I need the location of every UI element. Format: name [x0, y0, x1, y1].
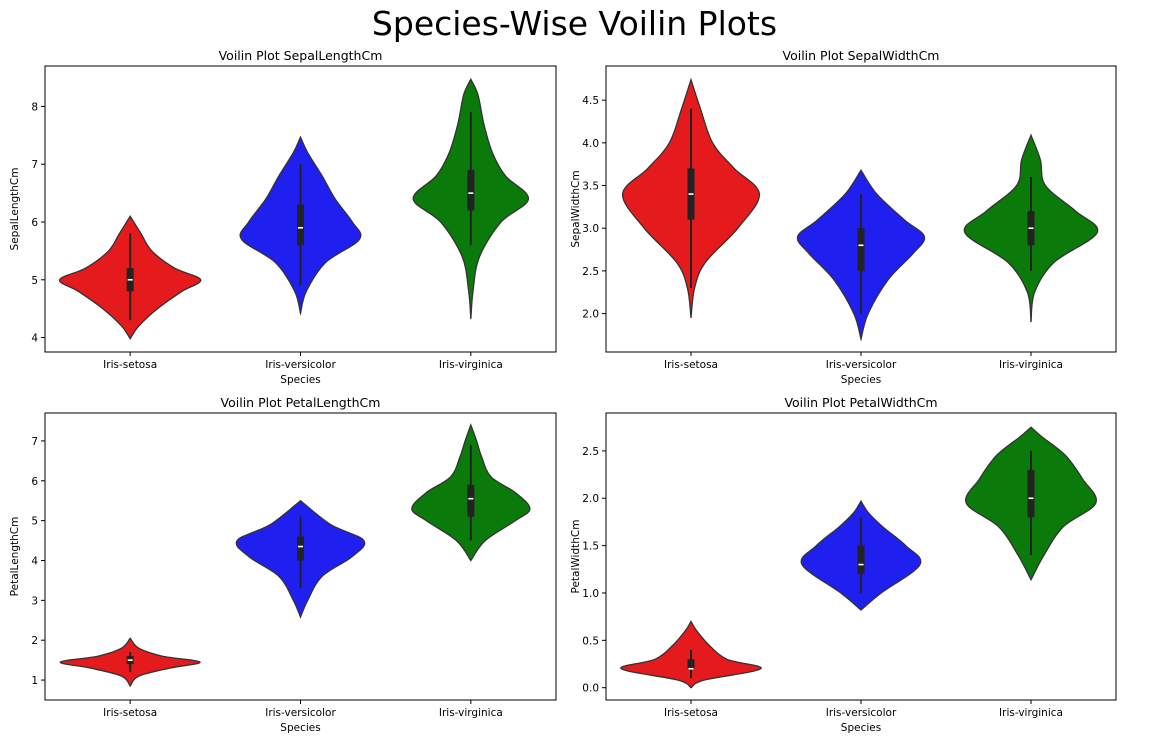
y-tick-label: 2 [31, 635, 38, 647]
y-tick-label: 0.0 [582, 683, 599, 695]
y-axis-label: PetalWidthCm [570, 520, 582, 594]
x-tick-label: Iris-versicolor [826, 707, 897, 719]
y-tick-label: 4 [31, 555, 38, 567]
x-axis-label: Species [280, 374, 320, 386]
x-tick-label: Iris-virginica [439, 359, 503, 371]
y-axis-label: SepalWidthCm [570, 170, 582, 247]
y-axis-label: PetalLengthCm [9, 517, 21, 597]
iqr-box-iris-versicolor [857, 228, 865, 271]
y-tick-label: 4.5 [582, 95, 599, 107]
y-tick-label: 3.5 [582, 181, 599, 193]
y-tick-label: 6 [31, 217, 38, 229]
y-axis-label: SepalLengthCm [9, 168, 21, 251]
x-axis-label: Species [841, 374, 881, 386]
iqr-box-iris-virginica [1027, 469, 1035, 518]
y-tick-label: 6 [31, 476, 38, 488]
x-axis-label: Species [280, 722, 320, 734]
x-tick-label: Iris-virginica [439, 707, 503, 719]
chart-title: Voilin Plot SepalLengthCm [219, 48, 383, 63]
iqr-box-iris-virginica [467, 484, 475, 517]
x-tick-label: Iris-virginica [999, 707, 1063, 719]
x-tick-label: Iris-setosa [664, 707, 718, 719]
y-tick-label: 1.0 [582, 588, 599, 600]
y-tick-label: 5 [31, 275, 38, 287]
y-tick-label: 3 [31, 595, 38, 607]
y-tick-label: 1.5 [582, 541, 599, 553]
iqr-box-iris-versicolor [857, 545, 865, 575]
y-tick-label: 2.0 [582, 309, 599, 321]
iqr-box-iris-versicolor [297, 536, 304, 561]
y-tick-label: 8 [31, 101, 38, 113]
chart-panel-petalwidthcm: 0.0 0.5 1.0 1.5 2.0 2.5 Iris-setosa Iris-versic… [570, 395, 1117, 734]
y-tick-label: 2.5 [582, 446, 599, 458]
x-tick-label: Iris-setosa [664, 359, 718, 371]
y-tick-label: 1 [31, 675, 38, 687]
iqr-box-iris-setosa [687, 659, 695, 669]
chart-title: Voilin Plot PetalWidthCm [784, 395, 937, 410]
y-tick-label: 5 [31, 516, 38, 528]
iqr-box-iris-virginica [467, 170, 475, 211]
figure-title: Species-Wise Voilin Plots [371, 4, 778, 43]
y-tick-label: 7 [31, 436, 38, 448]
x-axis-label: Species [841, 722, 881, 734]
chart-panel-sepalwidthcm: 2.0 2.5 3.0 3.5 4.0 4.5 Iris-setosa Iris-versic… [570, 48, 1117, 386]
x-tick-label: Iris-versicolor [826, 359, 897, 371]
y-tick-label: 0.5 [582, 635, 599, 647]
y-tick-label: 2.0 [582, 493, 599, 505]
chart-title: Voilin Plot SepalWidthCm [783, 48, 940, 63]
y-tick-label: 4 [31, 333, 38, 345]
y-tick-label: 2.5 [582, 266, 599, 278]
chart-panel-sepallengthcm: 4 5 6 7 8 Iris-setosa Iris-versicolor Iris-virg… [9, 48, 557, 386]
x-tick-label: Iris-versicolor [265, 707, 336, 719]
chart-title: Voilin Plot PetalLengthCm [221, 395, 381, 410]
y-tick-label: 7 [31, 159, 38, 171]
x-tick-label: Iris-versicolor [265, 359, 336, 371]
x-tick-label: Iris-setosa [103, 359, 157, 371]
x-tick-label: Iris-setosa [103, 707, 157, 719]
y-tick-label: 3.0 [582, 223, 599, 235]
y-tick-label: 4.0 [582, 138, 599, 150]
iqr-box-iris-versicolor [297, 204, 304, 246]
x-tick-label: Iris-virginica [999, 359, 1063, 371]
chart-panel-petallengthcm: 1 2 3 4 5 6 7 Iris-setosa Iris-versicolor Iris-vi… [9, 395, 557, 734]
